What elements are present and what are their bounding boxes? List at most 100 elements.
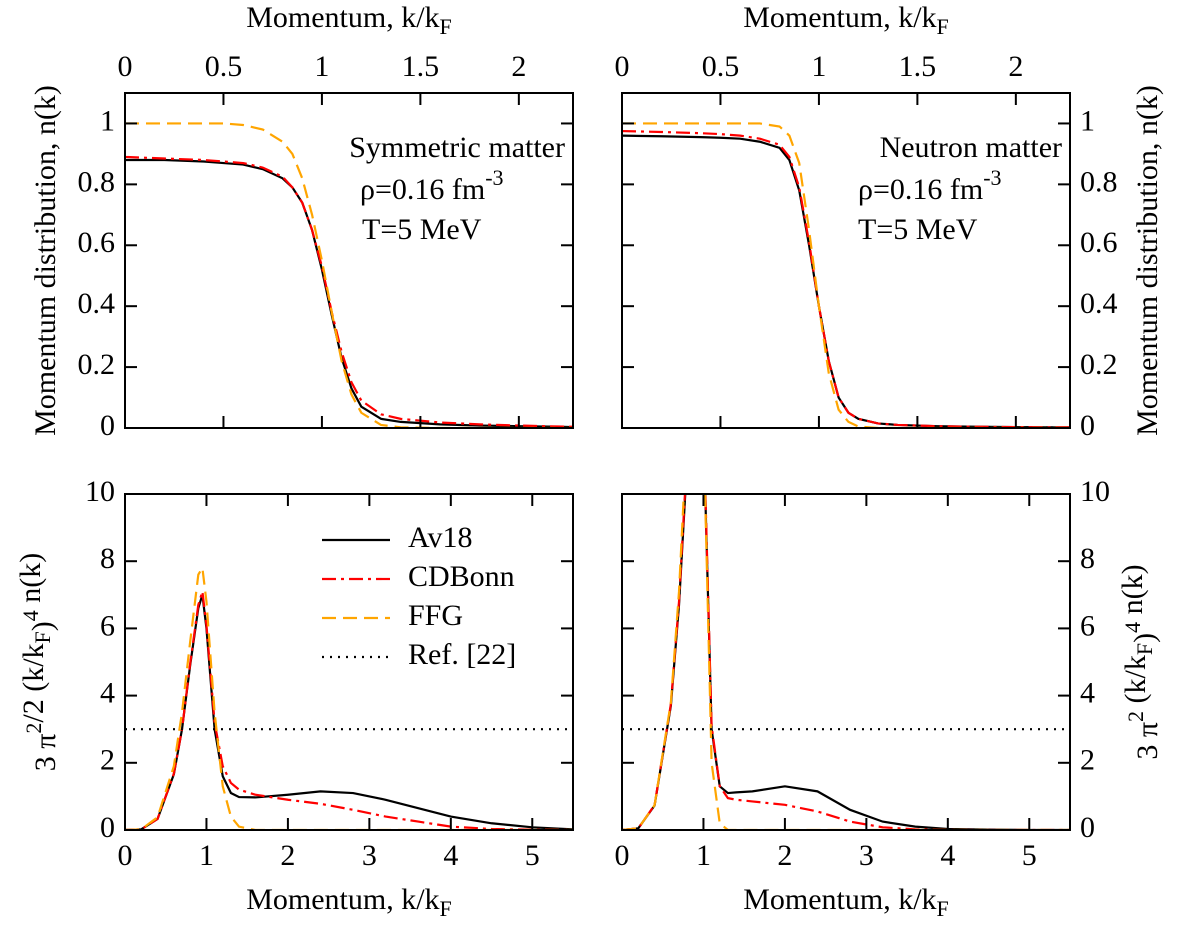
y-tick-label: 0.2 xyxy=(78,348,116,381)
x-tick-label: 0 xyxy=(615,50,630,83)
y-axis-label-sup: 4 xyxy=(1120,622,1145,633)
x-tick-label: 1 xyxy=(199,839,214,872)
x-axis-label-sub: F xyxy=(937,896,949,921)
x-tick-label: 2 xyxy=(1008,50,1023,83)
series-line xyxy=(622,494,1070,830)
x-axis-label-sub: F xyxy=(440,14,452,39)
x-axis-label-sub: F xyxy=(440,896,452,921)
y-tick-label: 0 xyxy=(100,811,115,844)
annotation-text: ρ=0.16 fm xyxy=(360,173,485,206)
y-tick-label: 4 xyxy=(100,676,115,709)
x-axis-label: Momentum, k/kF xyxy=(246,883,452,921)
y-tick-label: 0.4 xyxy=(78,287,116,320)
y-tick-label: 0.8 xyxy=(78,165,116,198)
plot-frame xyxy=(621,493,1071,831)
y-axis-label: Momentum distribution, n(k) xyxy=(29,85,62,436)
annotation: Neutron matter xyxy=(880,131,1062,164)
y-tick-label: 1 xyxy=(1080,104,1095,137)
series-line xyxy=(125,591,573,830)
y-axis-label-sub: F xyxy=(1132,643,1157,655)
legend-label: CDBonn xyxy=(408,560,515,593)
annotation: T=5 MeV xyxy=(858,213,978,246)
series-line xyxy=(125,564,573,830)
x-tick-label: 1.5 xyxy=(899,50,937,83)
y-tick-label: 6 xyxy=(100,609,115,642)
annotation: ρ=0.16 fm-3 xyxy=(858,165,1002,206)
y-axis-label-part: n(k) xyxy=(1116,564,1149,621)
annotation: ρ=0.16 fm-3 xyxy=(360,165,504,206)
y-axis-label-part: Momentum distribution, n(k) xyxy=(1131,85,1164,436)
y-axis-label-part: Momentum distribution, n(k) xyxy=(29,85,62,436)
x-axis-label-part: Momentum, k/k xyxy=(246,883,439,916)
annotation-text: T=5 MeV xyxy=(362,213,482,246)
plot-frame xyxy=(621,92,1071,429)
series-line xyxy=(622,494,1070,830)
y-tick-label: 0 xyxy=(1080,409,1095,442)
legend-label: FFG xyxy=(408,599,463,632)
x-axis-label-sub: F xyxy=(937,14,949,39)
legend-label: Ref. [22] xyxy=(408,638,516,671)
x-tick-label: 5 xyxy=(1022,839,1037,872)
y-axis-label-sup: 2 xyxy=(21,723,46,734)
x-tick-label: 2 xyxy=(280,839,295,872)
y-tick-label: 10 xyxy=(85,475,115,508)
annotation-text: T=5 MeV xyxy=(858,213,978,246)
annotation-text: Symmetric matter xyxy=(349,131,565,164)
y-axis-label-part: ) xyxy=(26,621,59,631)
x-tick-label: 2 xyxy=(511,50,526,83)
x-tick-label: 5 xyxy=(525,839,540,872)
y-tick-label: 0.6 xyxy=(1080,226,1118,259)
y-tick-label: 6 xyxy=(1080,609,1095,642)
x-tick-label: 4 xyxy=(940,839,955,872)
series-line xyxy=(622,494,1070,830)
y-tick-label: 0.2 xyxy=(1080,348,1118,381)
y-tick-label: 0.6 xyxy=(78,226,116,259)
x-tick-label: 1 xyxy=(314,50,329,83)
x-tick-label: 3 xyxy=(362,839,377,872)
y-axis-label-part: n(k) xyxy=(14,553,47,610)
x-tick-label: 1.5 xyxy=(402,50,440,83)
y-axis-label: 3 π2/2 (k/kF)4 n(k) xyxy=(14,553,62,772)
y-axis-label: Momentum distribution, n(k) xyxy=(1131,85,1164,436)
series-line xyxy=(125,594,573,830)
x-axis-label-part: Momentum, k/k xyxy=(743,1,936,34)
annotation-text: Neutron matter xyxy=(880,131,1062,164)
annotation-text: ρ=0.16 fm xyxy=(858,173,983,206)
y-axis-label-part: ) xyxy=(1128,633,1161,643)
x-tick-label: 3 xyxy=(859,839,874,872)
y-tick-label: 0 xyxy=(1080,811,1095,844)
annotation: Symmetric matter xyxy=(349,131,565,164)
x-axis-label: Momentum, k/kF xyxy=(743,1,949,39)
annotation: T=5 MeV xyxy=(362,213,482,246)
plot-frame xyxy=(124,92,574,429)
x-axis-label-part: Momentum, k/k xyxy=(246,1,439,34)
y-tick-label: 8 xyxy=(100,542,115,575)
y-axis-label-sup: 4 xyxy=(18,610,43,621)
annotation-sup: -3 xyxy=(983,165,1001,190)
x-tick-label: 4 xyxy=(443,839,458,872)
y-tick-label: 1 xyxy=(100,104,115,137)
y-axis-label-sup: 2 xyxy=(1123,711,1148,722)
y-tick-label: 8 xyxy=(1080,542,1095,575)
x-tick-label: 2 xyxy=(777,839,792,872)
series-line xyxy=(125,158,573,428)
annotation-sup: -3 xyxy=(485,165,503,190)
x-axis-label: Momentum, k/kF xyxy=(246,1,452,39)
series-line xyxy=(125,122,573,428)
x-axis-label: Momentum, k/kF xyxy=(743,883,949,921)
y-axis-label-part: 3 π xyxy=(29,734,62,772)
x-axis-label-part: Momentum, k/k xyxy=(743,883,936,916)
x-tick-label: 0 xyxy=(118,839,133,872)
series-line xyxy=(622,134,1070,428)
x-tick-label: 0 xyxy=(615,839,630,872)
y-tick-label: 0.4 xyxy=(1080,287,1118,320)
y-axis-label-part: /2 (k/k xyxy=(17,643,50,722)
y-tick-label: 4 xyxy=(1080,676,1095,709)
y-tick-label: 10 xyxy=(1080,475,1110,508)
plot-frame xyxy=(124,493,574,831)
y-tick-label: 0.8 xyxy=(1080,165,1118,198)
x-tick-label: 1 xyxy=(696,839,711,872)
series-line xyxy=(622,122,1070,428)
y-tick-label: 2 xyxy=(1080,744,1095,777)
